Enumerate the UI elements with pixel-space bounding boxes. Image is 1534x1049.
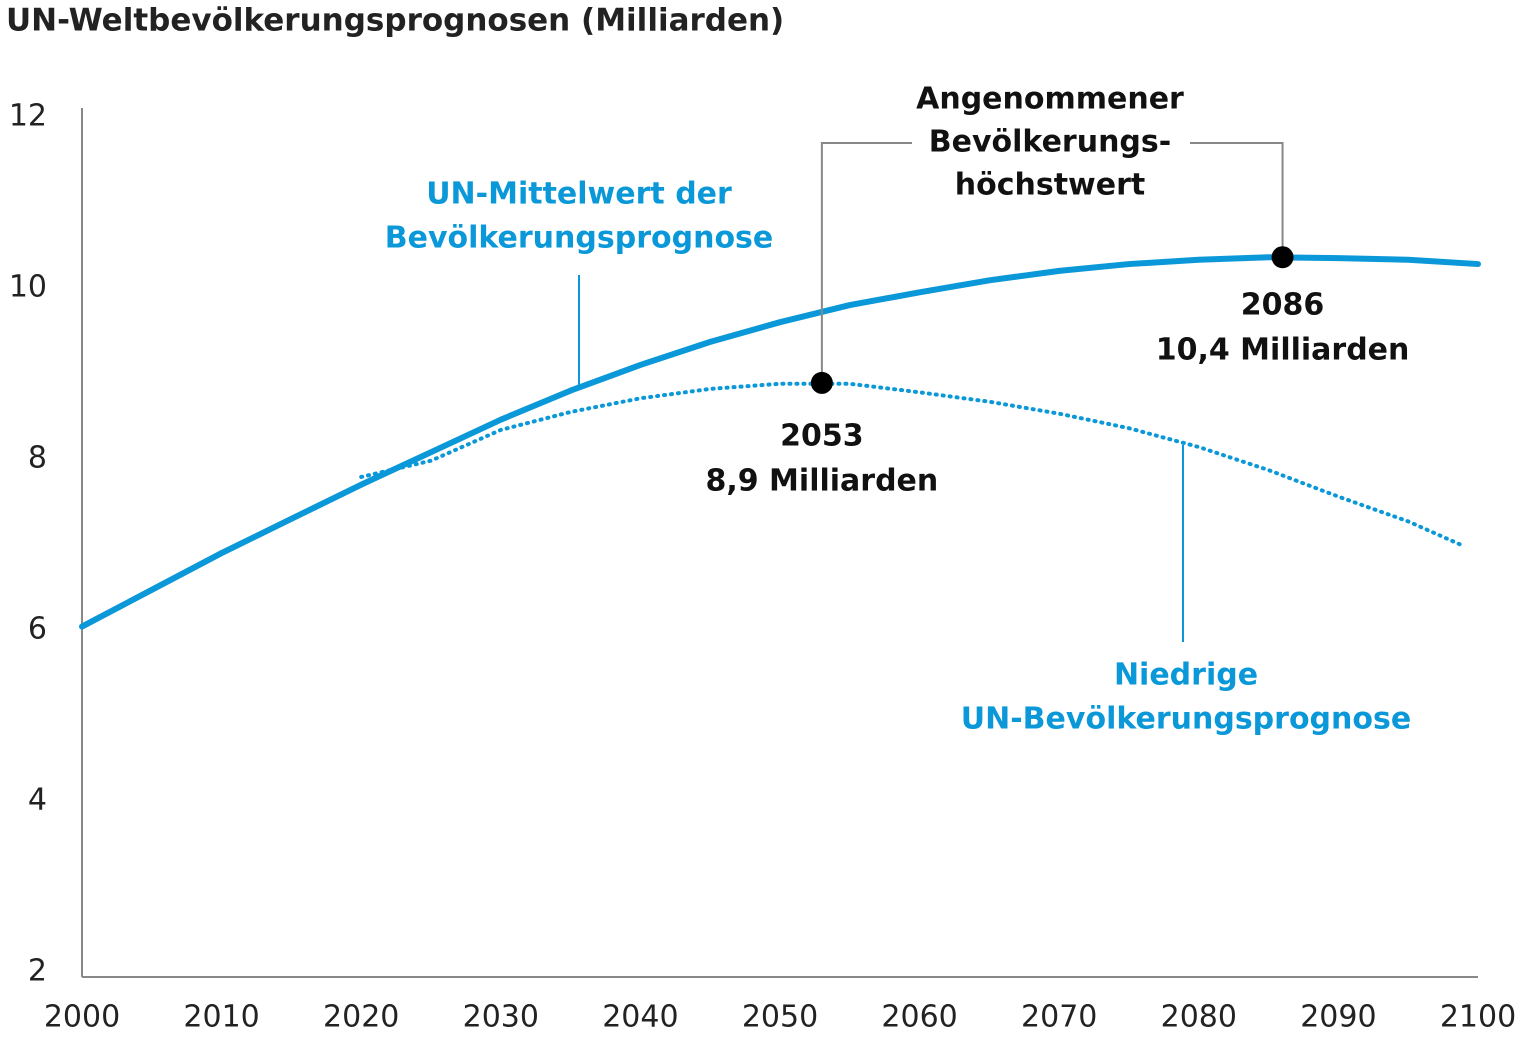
peak-point xyxy=(1271,246,1294,269)
x-tick-label: 2080 xyxy=(1161,1000,1237,1035)
x-tick-label: 2090 xyxy=(1300,1000,1376,1035)
x-tick-label: 2020 xyxy=(323,1000,399,1035)
series-label: UN-Mittelwert der xyxy=(426,177,732,212)
peak-point-label: 8,9 Milliarden xyxy=(705,463,938,498)
y-tick-label: 12 xyxy=(9,99,47,134)
x-tick-label: 2100 xyxy=(1440,1000,1516,1035)
series-label: Bevölkerungsprognose xyxy=(385,221,774,256)
peak-label: Angenommener xyxy=(916,82,1184,117)
x-tick-label: 2060 xyxy=(881,1000,957,1035)
y-tick-label: 6 xyxy=(28,612,47,647)
series-label: Niedrige xyxy=(1114,658,1258,693)
x-tick-label: 2000 xyxy=(44,1000,120,1035)
y-tick-label: 8 xyxy=(28,441,47,476)
series-line xyxy=(79,254,1481,630)
x-tick-label: 2040 xyxy=(602,1000,678,1035)
peak-point-label: 10,4 Milliarden xyxy=(1156,333,1410,368)
series-line xyxy=(359,381,1467,549)
y-tick-label: 2 xyxy=(28,954,47,989)
y-tick-label: 10 xyxy=(9,270,47,305)
x-tick-label: 2010 xyxy=(183,1000,259,1035)
peak-point-label: 2053 xyxy=(780,418,864,453)
y-tick-label: 4 xyxy=(28,783,47,818)
x-tick-label: 2030 xyxy=(463,1000,539,1035)
bracket xyxy=(820,142,1284,383)
chart-title: UN-Weltbevölkerungsprognosen (Milliarden… xyxy=(6,3,784,39)
peak-label: Bevölkerungs- xyxy=(929,125,1171,160)
peak-label: höchstwert xyxy=(955,168,1146,203)
x-tick-label: 2050 xyxy=(742,1000,818,1035)
x-tick-label: 2070 xyxy=(1021,1000,1097,1035)
peak-point-label: 2086 xyxy=(1241,288,1325,323)
peak-point xyxy=(810,371,833,394)
series-label: UN-Bevölkerungsprognose xyxy=(961,702,1411,737)
